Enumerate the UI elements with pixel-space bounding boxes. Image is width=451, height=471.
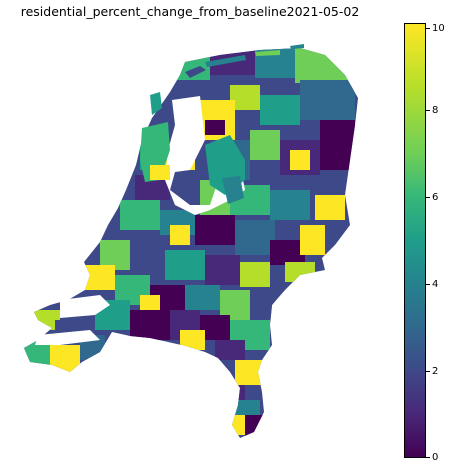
terschelling-island: [205, 55, 246, 67]
southern-estuary-water: [60, 295, 110, 318]
ameland-island: [255, 50, 280, 56]
netherlands-choropleth-map: [24, 44, 358, 438]
schiermonnikoog-island: [290, 44, 304, 49]
texel-island: [150, 92, 162, 115]
colorbar: [404, 23, 426, 458]
map-title: residential_percent_change_from_baseline…: [20, 4, 360, 19]
western-scheldt-water: [35, 330, 100, 345]
noordoostpolder-region: [222, 176, 244, 204]
vlieland-island: [185, 66, 206, 78]
noord-holland-tip: [150, 165, 170, 180]
